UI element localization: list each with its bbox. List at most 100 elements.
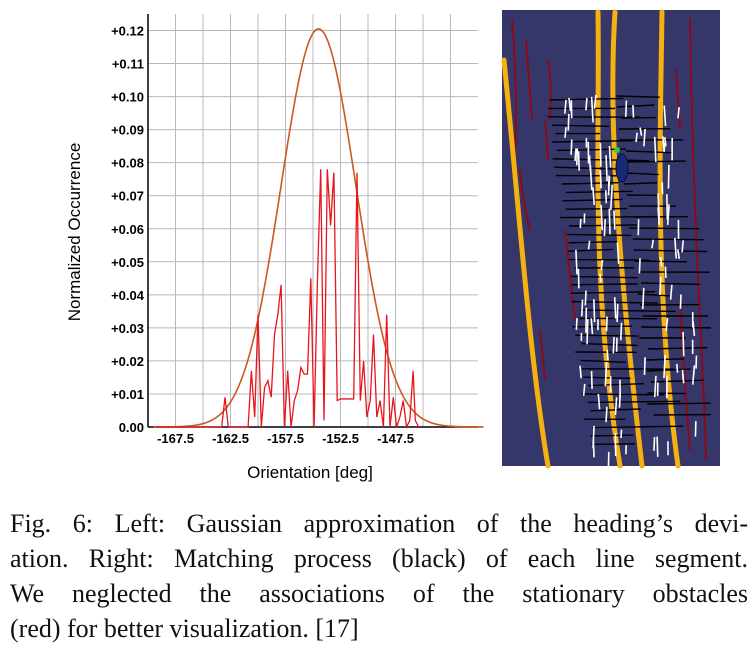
line-segment [590, 371, 593, 389]
line-segment [666, 204, 670, 226]
match-line [565, 207, 627, 210]
match-line [581, 342, 638, 347]
line-segment [600, 204, 604, 231]
line-segment [663, 105, 667, 127]
line-segment [580, 299, 584, 317]
obstacle-line [689, 17, 707, 460]
line-segment [589, 165, 593, 190]
y-tick-label: +0.06 [111, 222, 144, 237]
line-segment [659, 256, 663, 267]
line-segment [643, 129, 646, 147]
line-segment [574, 148, 577, 161]
obstacle-line [564, 229, 576, 321]
obstacle-line [675, 69, 681, 131]
line-segment [643, 357, 646, 375]
caption-line: We neglected the associations of the sta… [10, 579, 748, 608]
line-segment [681, 240, 684, 253]
line-segment [564, 127, 567, 138]
orientation-chart: 0.00 +0.01 +0.02 +0.03 +0.04 +0.05 +0.06 +0.07 +… [65, 14, 484, 482]
line-segment [592, 440, 595, 458]
line-segment [692, 365, 696, 374]
match-line [647, 346, 708, 350]
caption-line: Fig. 6: Left: Gaussian approximation of … [10, 509, 748, 538]
line-segment [587, 240, 591, 250]
line-segment [568, 97, 572, 112]
line-segment [653, 437, 656, 451]
line-segment [681, 372, 685, 384]
obstacle-line [519, 169, 531, 231]
y-tick-label: 0.00 [119, 420, 144, 435]
line-segment [657, 193, 661, 220]
y-tick-label: +0.05 [111, 255, 144, 270]
line-segment [600, 259, 604, 270]
match-line [575, 334, 639, 337]
obstacle-line [539, 329, 546, 381]
y-tick-label: +0.11 [112, 57, 144, 72]
line-segment [593, 94, 597, 109]
match-line [616, 95, 660, 98]
match-line [624, 182, 658, 185]
caption-line: ation. Right: Matching process (black) o… [10, 544, 748, 573]
line-segment [605, 406, 608, 423]
match-line [641, 326, 711, 329]
line-segment [669, 284, 673, 300]
match-line [588, 382, 645, 387]
line-segment [651, 239, 655, 249]
line-segment [659, 276, 662, 296]
line-segment [656, 436, 659, 457]
y-tick-label: +0.10 [111, 90, 144, 105]
lane-marking [595, 9, 623, 469]
match-line [570, 291, 656, 294]
x-tick-label: -157.5 [267, 431, 304, 446]
line-segment [593, 299, 596, 323]
match-line [616, 104, 655, 108]
obstacle-line [679, 299, 691, 451]
x-axis-label: Orientation [deg] [247, 463, 373, 482]
line-segment [663, 137, 667, 147]
match-line [650, 379, 705, 383]
line-segment [616, 303, 619, 323]
line-segment [691, 372, 695, 385]
caption-line: (red) for better visualization. [17] [10, 614, 359, 643]
line-segment [635, 132, 638, 143]
line-segment [605, 155, 608, 182]
match-line [572, 325, 632, 328]
line-segment [618, 391, 622, 408]
match-line [567, 233, 632, 237]
line-segment [679, 294, 682, 309]
line-segment [563, 99, 567, 114]
line-segment [677, 107, 680, 119]
match-line [641, 282, 700, 286]
line-segment [608, 145, 612, 168]
x-tick-labels: -167.5 -162.5 -157.5 -152.5 -147.5 [157, 431, 414, 446]
match-line [590, 434, 634, 437]
lane-matching-map [501, 9, 720, 469]
line-segment [624, 100, 628, 117]
line-segment [570, 139, 573, 155]
lane-marking [610, 9, 645, 469]
line-segment [585, 97, 588, 111]
line-segment [597, 393, 601, 410]
match-line [581, 393, 665, 396]
line-segment [584, 290, 587, 306]
match-line [628, 227, 700, 230]
line-segment [619, 322, 623, 341]
figure-caption: Fig. 6: Left: Gaussian approximation of … [10, 506, 748, 646]
match-line [632, 238, 704, 241]
line-segment [599, 170, 602, 189]
match-line [571, 283, 639, 286]
match-line [625, 150, 672, 154]
line-segment [579, 365, 582, 379]
line-segment [604, 361, 608, 387]
x-tick-label: -162.5 [212, 431, 249, 446]
obstacle-line [547, 59, 552, 121]
match-line [552, 139, 633, 143]
obstacle-line [511, 19, 517, 161]
line-segment [653, 136, 657, 163]
line-segment [607, 176, 611, 196]
line-segment [666, 194, 669, 220]
match-line [592, 425, 684, 429]
match-line [580, 359, 627, 364]
match-line [587, 400, 681, 404]
line-segment [638, 258, 641, 274]
